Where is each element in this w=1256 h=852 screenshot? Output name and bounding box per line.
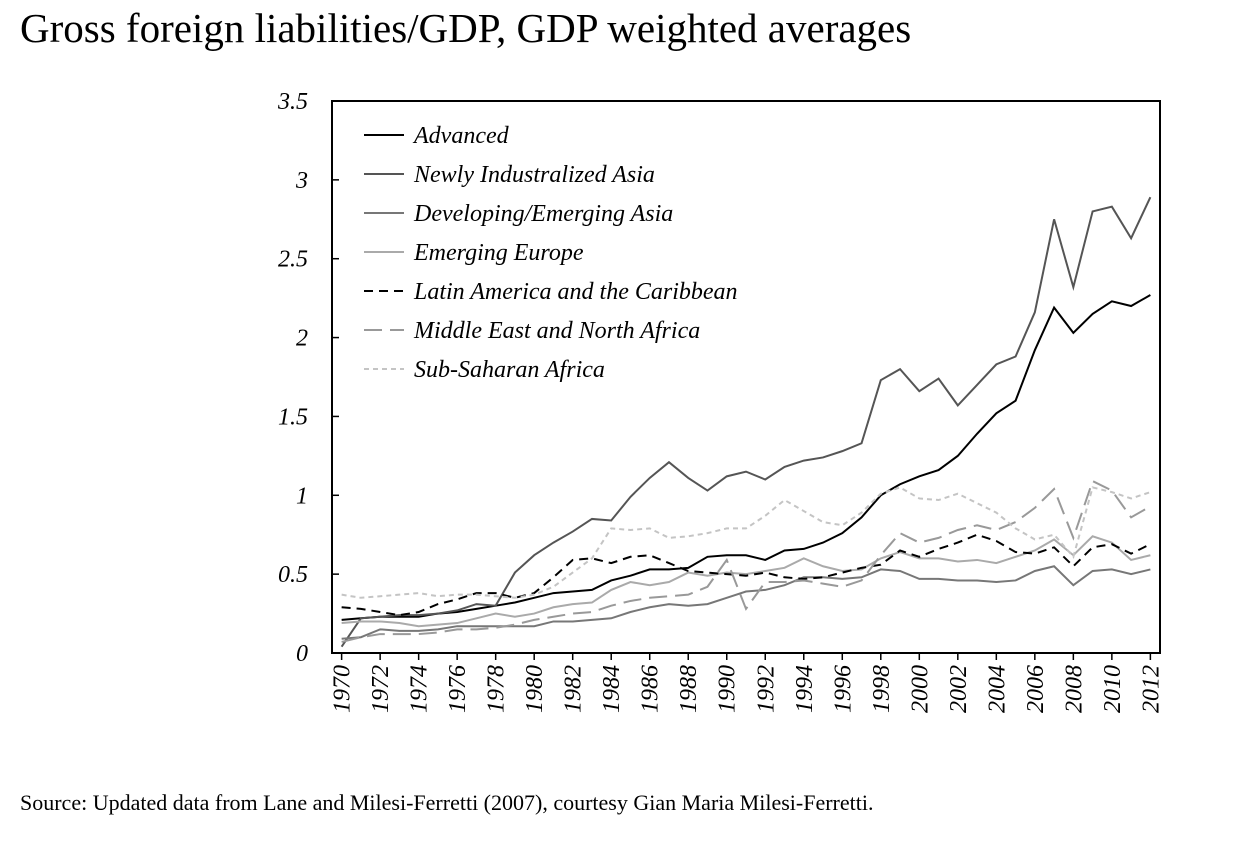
x-tick-label: 1974: [407, 665, 433, 713]
x-tick-label: 1982: [561, 665, 587, 713]
x-tick-label: 2010: [1100, 665, 1126, 713]
y-tick-label: 1.5: [278, 404, 308, 430]
y-tick-label: 1: [296, 483, 308, 509]
series-line: [341, 294, 1151, 621]
source-note: Source: Updated data from Lane and Miles…: [20, 790, 873, 815]
x-tick-label: 1998: [869, 665, 895, 713]
chart-title: Gross foreign liabilities/GDP, GDP weigh…: [20, 5, 911, 51]
x-tick-label: 1976: [445, 665, 471, 713]
series-line: [341, 565, 1151, 640]
x-tick-label: 1980: [522, 665, 548, 713]
series-line: [341, 479, 1151, 643]
series-line: [341, 486, 1151, 599]
x-tick-label: 1994: [792, 665, 818, 713]
x-tick-label: 2006: [1023, 665, 1049, 713]
legend-label: Developing/Emerging Asia: [413, 201, 673, 227]
legend-label: Emerging Europe: [413, 240, 584, 266]
x-tick-label: 1990: [715, 665, 741, 713]
x-tick-label: 1992: [753, 665, 779, 713]
y-tick-label: 2.5: [278, 247, 308, 273]
legend-label: Middle East and North Africa: [413, 318, 700, 344]
x-tick-label: 2012: [1138, 665, 1164, 713]
x-tick-label: 2002: [946, 665, 972, 713]
x-tick-label: 1986: [638, 665, 664, 713]
legend-label: Latin America and the Caribbean: [413, 279, 738, 305]
y-tick-label: 3: [295, 168, 308, 194]
x-tick-label: 2000: [907, 665, 933, 713]
legend-label: Sub-Saharan Africa: [414, 357, 605, 383]
series-line: [341, 535, 1151, 628]
y-tick-label: 0.5: [278, 562, 308, 588]
plot-frame: [331, 100, 1161, 654]
legend-label: Advanced: [412, 123, 510, 149]
series-line: [340, 196, 1152, 648]
x-tick-label: 1970: [330, 665, 356, 713]
x-tick-label: 2004: [984, 665, 1010, 713]
legend-label: Newly Industralized Asia: [413, 162, 655, 188]
x-tick-label: 1984: [599, 665, 625, 713]
x-tick-label: 1978: [484, 665, 510, 713]
x-tick-label: 2008: [1061, 665, 1087, 713]
x-tick-label: 1988: [676, 665, 702, 713]
y-tick-label: 2: [296, 326, 308, 352]
x-tick-label: 1972: [368, 665, 394, 713]
y-tick-label: 0: [296, 641, 308, 667]
y-tick-label: 3.5: [277, 89, 308, 115]
series-line: [341, 533, 1151, 617]
x-tick-label: 1996: [830, 665, 856, 713]
